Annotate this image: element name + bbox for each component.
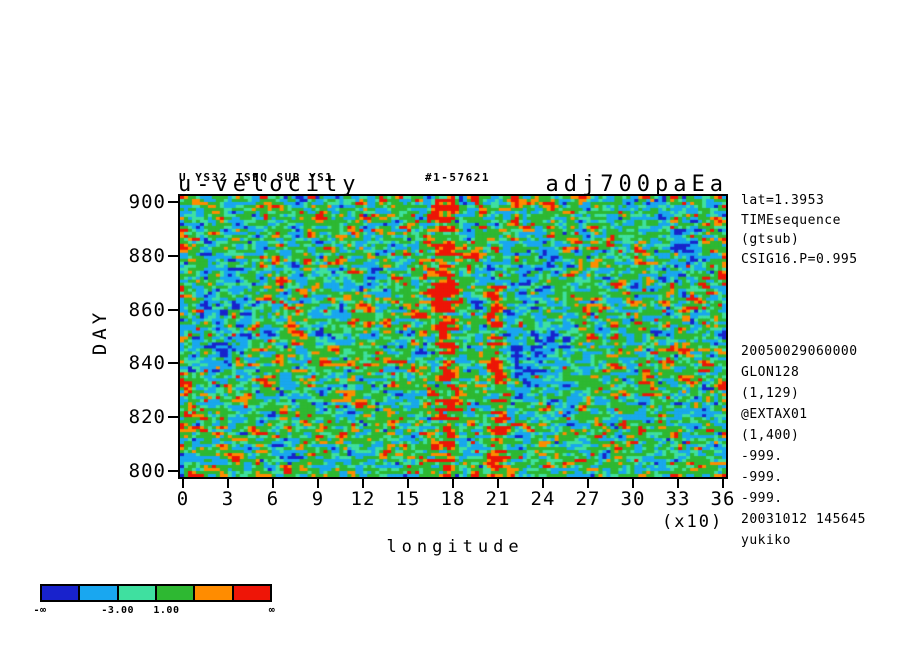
x-tick-mark [497, 479, 499, 488]
heatmap-canvas [180, 196, 726, 477]
annotation-line: lat=1.3953 [741, 193, 825, 208]
colorbar [40, 584, 272, 602]
y-tick-mark [168, 308, 178, 311]
record-number: #1-57621 [425, 171, 490, 184]
colorbar-label: ∞ [268, 605, 276, 616]
y-tick-label: 900 [128, 191, 166, 213]
x-tick-mark [632, 479, 634, 488]
x-tick-label: 0 [176, 488, 190, 510]
y-tick-label: 840 [128, 352, 166, 375]
x-tick-mark [362, 479, 364, 488]
x-tick-mark [587, 479, 589, 488]
colorbar-segment [156, 586, 196, 600]
colorbar-segment [195, 586, 234, 600]
x-tick-label: 30 [620, 488, 646, 510]
x-tick-mark [227, 479, 229, 488]
annotation-line: yukiko [741, 533, 791, 548]
annotation-line: TIMEsequence [741, 212, 841, 228]
annotation-line: (gtsub) [741, 232, 800, 247]
y-tick-mark [168, 362, 178, 365]
x-tick-label: 18 [440, 488, 466, 510]
annotation-line: CSIG16.P=0.995 [741, 251, 858, 267]
annotation-line: 20031012 145645 [741, 512, 866, 527]
colorbar-segment [42, 586, 81, 600]
y-tick-mark [168, 470, 178, 472]
x-tick-label: 6 [266, 488, 280, 510]
y-tick-mark [168, 254, 178, 257]
colorbar-segment [233, 586, 270, 600]
annotation-panel-top: lat=1.3953 TIMEsequence (gtsub) CSIG16.P=0.… [741, 193, 858, 271]
y-tick-label: 800 [128, 460, 166, 482]
x-tick-mark [452, 479, 454, 488]
x-tick-mark [272, 479, 274, 488]
plot-title: u-velocity [178, 172, 361, 197]
x-axis-title: longitude [386, 537, 524, 557]
variable-info: U YS32 TSEQ SUB YS1 [179, 171, 334, 184]
y-tick-label: 880 [128, 244, 166, 267]
y-tick-mark [168, 416, 178, 419]
plot-area [178, 194, 728, 479]
x-tick-mark [677, 479, 679, 488]
x-tick-label: 21 [485, 488, 511, 510]
x-tick-label: 12 [350, 488, 376, 510]
x-tick-label: 15 [395, 488, 421, 510]
annotation-line: (1,129) [741, 386, 800, 401]
colorbar-label: -∞ [33, 605, 47, 616]
x-tick-label: 33 [665, 488, 691, 510]
annotation-panel-bottom: 20050029060000 GLON128 (1,129) @EXTAX01 (1,4… [741, 344, 866, 554]
y-tick-mark [168, 201, 178, 203]
x-tick-mark [317, 479, 319, 488]
annotation-line: -999. [741, 491, 783, 506]
x-tick-mark [722, 479, 724, 488]
annotation-line: GLON128 [741, 365, 800, 380]
y-tick-label: 860 [128, 298, 166, 321]
annotation-line: -999. [741, 449, 783, 464]
x-tick-mark [182, 479, 184, 488]
x-tick-label: 9 [311, 488, 325, 510]
colorbar-label: 1.00 [153, 605, 180, 616]
x-axis-unit: (x10) [662, 512, 724, 532]
x-tick-mark [407, 479, 409, 488]
x-tick-label: 24 [530, 488, 556, 510]
x-tick-label: 27 [575, 488, 601, 510]
x-tick-label: 3 [221, 488, 235, 510]
annotation-line: 20050029060000 [741, 344, 858, 359]
annotation-line: @EXTAX01 [741, 407, 808, 422]
colorbar-segment [118, 586, 157, 600]
annotation-line: -999. [741, 470, 783, 485]
colorbar-label: -3.00 [101, 605, 135, 616]
x-tick-mark [542, 479, 544, 488]
experiment-name: adj700paEa [545, 172, 728, 197]
colorbar-segment [80, 586, 119, 600]
annotation-line: (1,400) [741, 428, 800, 443]
y-tick-label: 820 [128, 406, 166, 429]
x-tick-label: 36 [710, 488, 736, 510]
